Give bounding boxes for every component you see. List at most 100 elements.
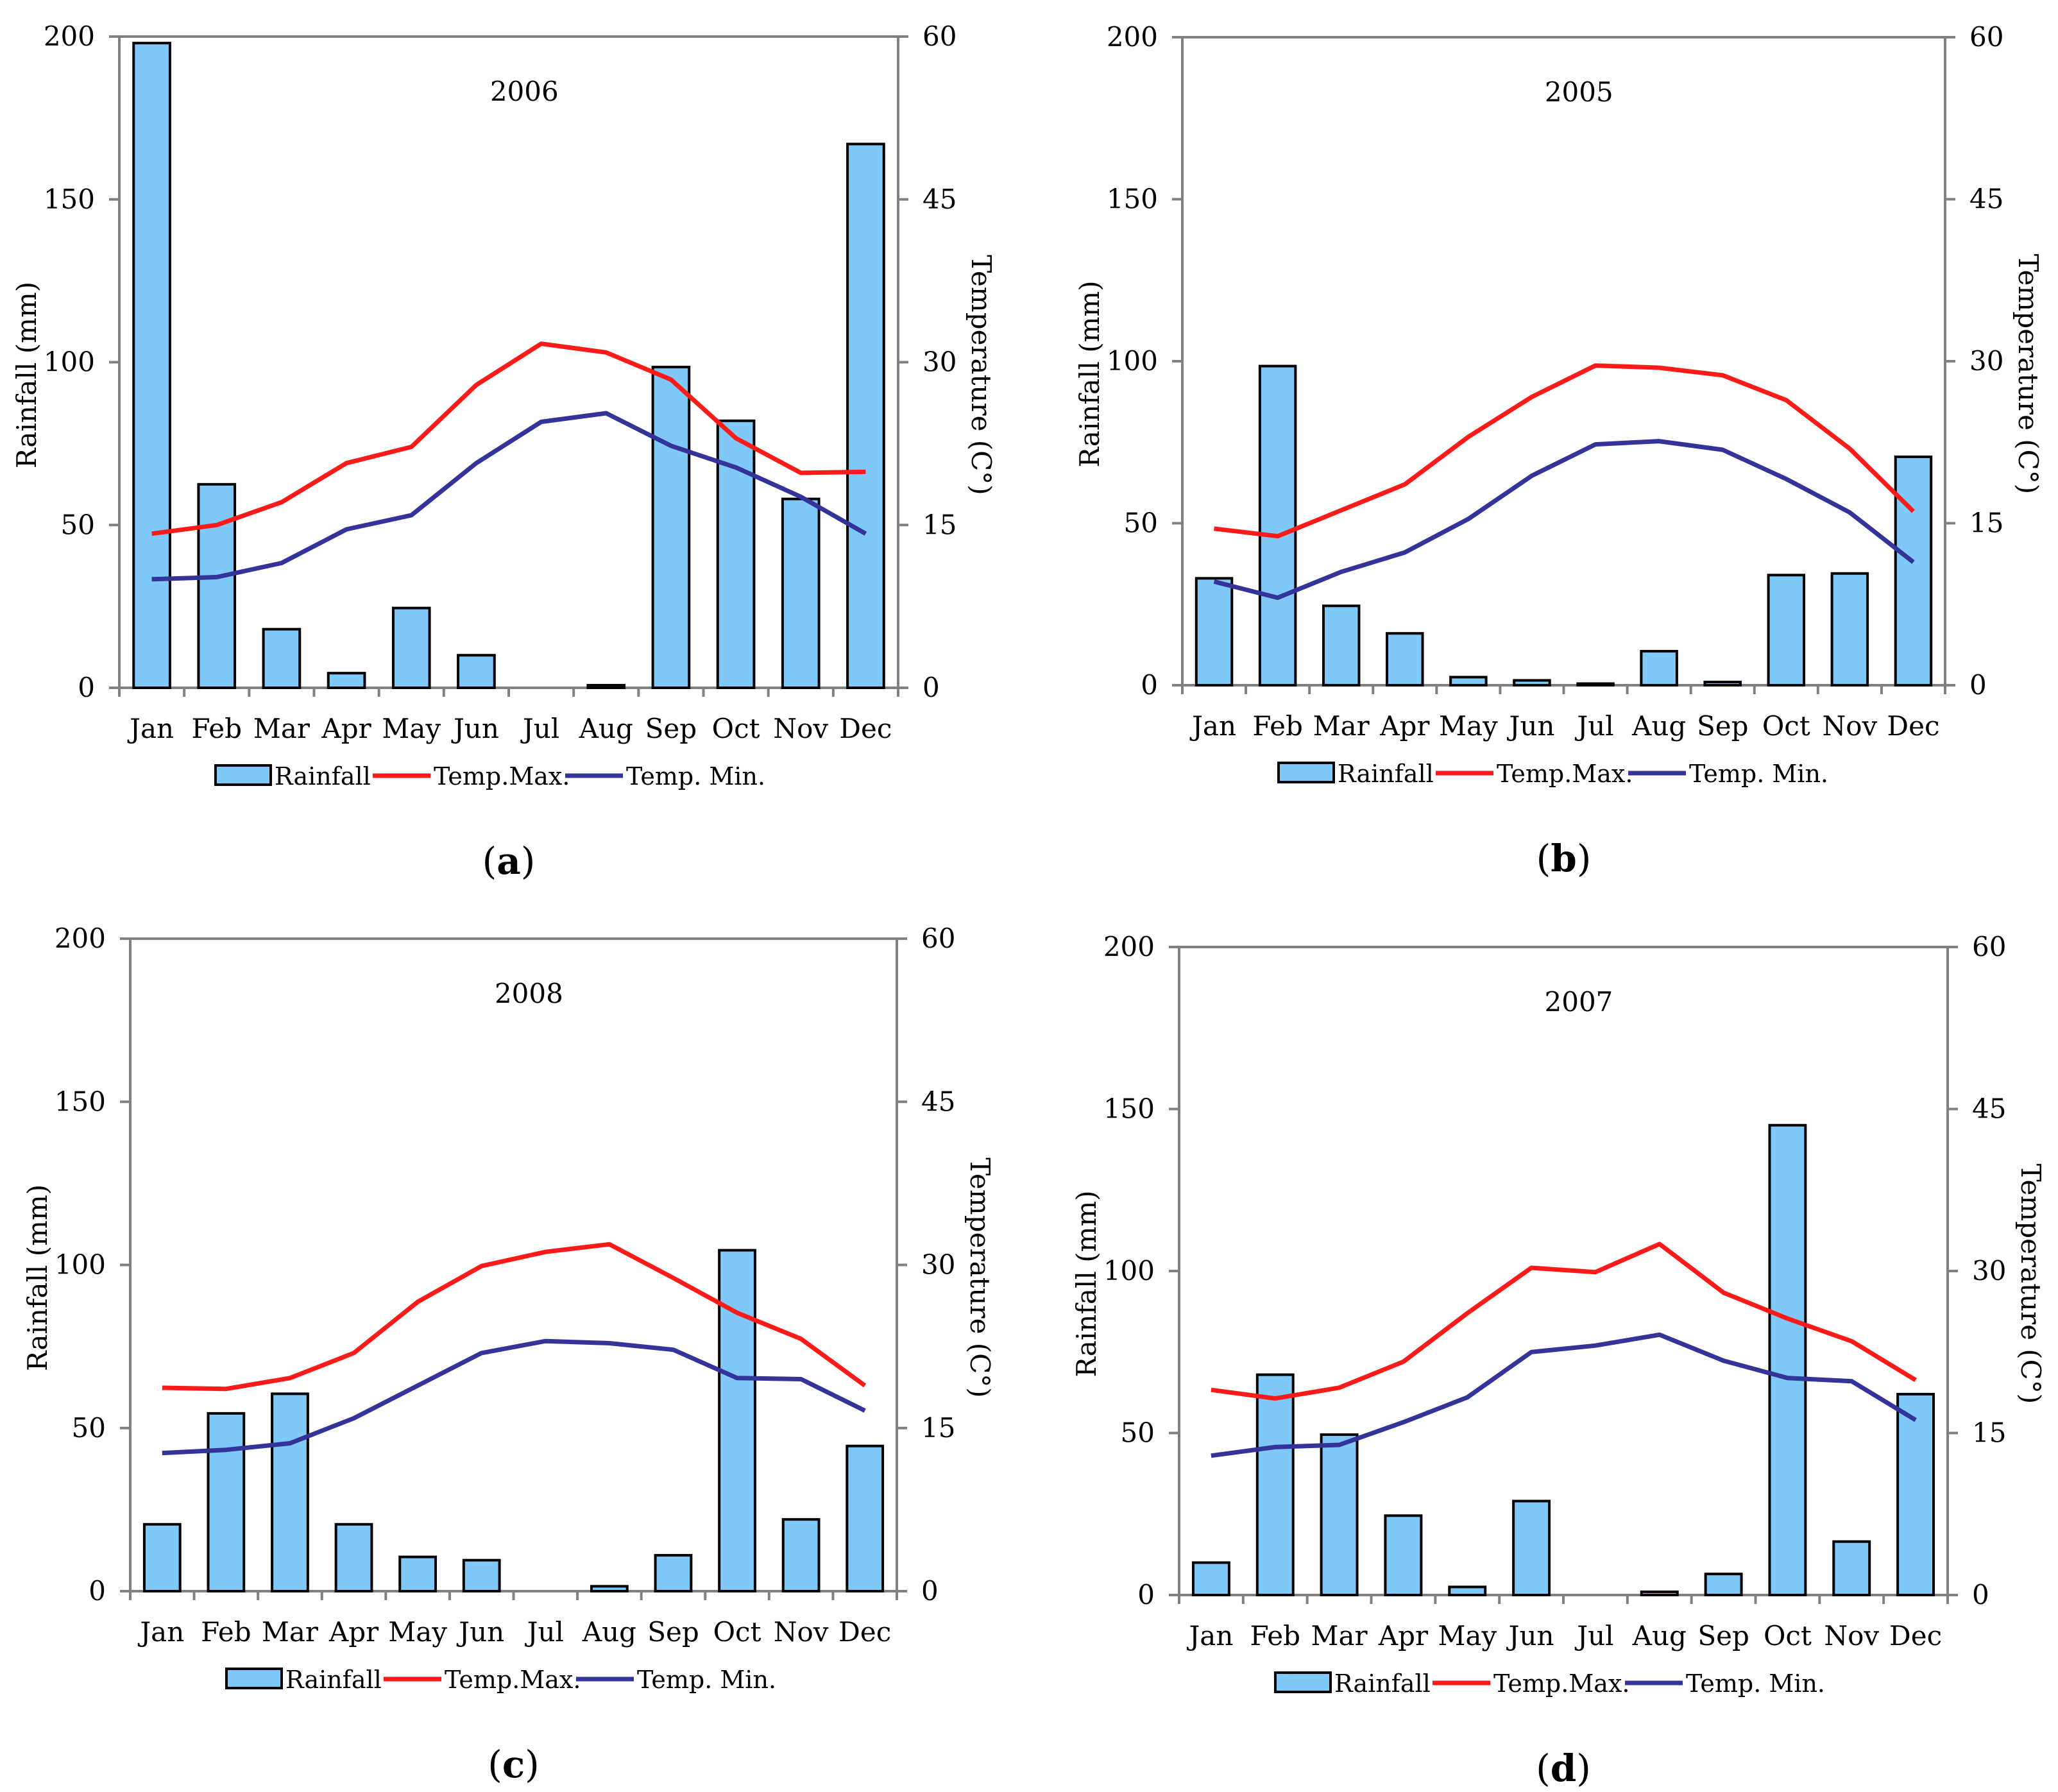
panel-label: (d) [1536, 1746, 1591, 1790]
chart-title: 2007 [1545, 986, 1613, 1018]
temp-min-line [1213, 439, 1915, 601]
y2-axis-title: Temperature (C°) [965, 255, 997, 495]
chart-title: 2008 [495, 978, 563, 1009]
y-tick-label: 100 [1103, 1255, 1155, 1286]
y2-tick-label: 0 [923, 672, 940, 703]
chart-title: 2006 [490, 76, 559, 107]
x-tick-label-dec: Dec [838, 1616, 891, 1648]
x-tick-label-feb: Feb [191, 713, 242, 744]
y2-tick-label: 30 [921, 1249, 955, 1281]
y-tick-label: 0 [89, 1575, 106, 1607]
y-axis-title: Rainfall (mm) [1071, 1190, 1102, 1377]
x-tick-label-may: May [1438, 1620, 1497, 1651]
rainfall-bar-apr [334, 1523, 373, 1593]
x-tick-label-aug: Aug [1632, 1620, 1687, 1651]
chart-panel-b: 0 50 100 150 200 0 15 30 45 60 Jan Feb Mar Apr May Jun J… [1074, 21, 2044, 880]
x-tick-label-jan: Jan [137, 1616, 184, 1648]
x-tick-label-oct: Oct [712, 713, 760, 744]
rainfall-bar-oct [716, 419, 756, 689]
legend-temp-min-label: Temp. Min. [1689, 760, 1828, 788]
rainfall-bar-jun [1513, 679, 1551, 687]
x-tick-label-nov: Nov [1822, 710, 1877, 742]
panel-letter: b [1551, 837, 1577, 880]
temp-min-line [162, 1338, 866, 1456]
y2-tick-label: 15 [1972, 1417, 2006, 1449]
y-tick-label: 200 [44, 21, 95, 52]
rainfall-bar-apr [1386, 632, 1424, 687]
legend-rainfall-swatch [1277, 762, 1335, 783]
rainfall-bar-aug [590, 1585, 629, 1593]
panel-label: (a) [482, 839, 536, 883]
rainfall-bar-jun [462, 1558, 501, 1592]
rainfall-bar-may [391, 606, 431, 689]
y2-tick-label: 15 [1969, 508, 2003, 539]
rainfall-bar-mar [1320, 1433, 1359, 1596]
x-tick-label-dec: Dec [839, 713, 892, 744]
chart-panel-c: 0 50 100 150 200 0 15 30 45 60 Jan Feb Mar Apr May Jun J… [22, 923, 996, 1786]
rainfall-bar-dec [846, 142, 885, 690]
y-tick-label: 100 [44, 346, 95, 378]
y2-axis-title: Temperature (C°) [964, 1157, 996, 1397]
chart-panel-a: 0 50 100 150 200 0 15 30 45 60 Jan Feb Mar Apr May Jun J… [11, 21, 997, 883]
x-tick-label-oct: Oct [1764, 1620, 1812, 1651]
rainfall-bar-sep [1704, 1573, 1743, 1597]
rainfall-bar-nov [1832, 1540, 1871, 1597]
rainfall-bar-aug [586, 683, 626, 689]
x-tick-label-jun: Jun [451, 713, 499, 744]
rainfall-bar-nov [781, 497, 821, 690]
rainfall-bar-feb [1255, 1373, 1295, 1597]
y2-tick-label: 60 [921, 923, 955, 954]
x-tick-label-jul: Jul [1574, 710, 1613, 742]
x-tick-label-mar: Mar [1313, 710, 1370, 742]
x-tick-label-jul: Jul [525, 1616, 564, 1648]
x-tick-label-jan: Jan [1186, 1620, 1233, 1651]
x-tick-label-sep: Sep [647, 1616, 699, 1648]
x-tick-label-feb: Feb [1250, 1620, 1300, 1651]
panel-letter: c [502, 1743, 525, 1786]
rainfall-bar-dec [1896, 1392, 1935, 1596]
y-axis-title: Rainfall (mm) [11, 282, 42, 468]
rainfall-bar-oct [718, 1249, 756, 1593]
y-tick-label: 50 [61, 509, 95, 540]
x-tick-label-feb: Feb [1252, 710, 1303, 742]
y-tick-label: 50 [1124, 508, 1158, 539]
x-tick-label-jun: Jun [456, 1616, 504, 1648]
x-tick-label-apr: Apr [1378, 1620, 1429, 1651]
x-tick-label-jun: Jun [1506, 1620, 1554, 1651]
temp-min-line [151, 411, 867, 582]
legend-temp-max-label: Temp.Max. [445, 1666, 581, 1694]
x-tick-label-jun: Jun [1506, 710, 1554, 742]
y-tick-label: 0 [78, 672, 95, 703]
legend: Rainfall Temp.Max. Temp. Min. [1277, 760, 1828, 788]
x-tick-label-aug: Aug [582, 1616, 636, 1648]
temp-max-line [162, 1242, 867, 1392]
x-tick-label-may: May [382, 713, 441, 744]
y-axis-title: Rainfall (mm) [1074, 280, 1105, 467]
panel-letter: a [497, 839, 521, 883]
legend-temp-max-label: Temp.Max. [1497, 760, 1633, 788]
legend-temp-max-label: Temp.Max. [1493, 1669, 1629, 1698]
rainfall-bar-feb [207, 1412, 246, 1592]
y2-tick-label: 30 [1972, 1255, 2006, 1286]
rainfall-bar-dec [1894, 455, 1933, 687]
temp-max-line [151, 341, 866, 536]
x-tick-label-dec: Dec [1887, 710, 1939, 742]
x-tick-label-sep: Sep [645, 713, 697, 744]
rainfall-bar-mar [262, 627, 302, 690]
y-tick-label: 150 [1107, 183, 1158, 215]
y-tick-label: 50 [72, 1412, 106, 1444]
chart-title: 2005 [1545, 76, 1613, 108]
rainfall-bar-sep [1703, 680, 1742, 687]
x-tick-label-mar: Mar [253, 713, 310, 744]
y2-tick-label: 15 [921, 1412, 955, 1444]
x-tick-label-apr: Apr [321, 713, 371, 744]
x-tick-label-mar: Mar [1311, 1620, 1368, 1651]
rainfall-bar-nov [781, 1518, 821, 1592]
rainfall-bar-may [1448, 1585, 1487, 1596]
y-tick-label: 150 [1103, 1093, 1155, 1125]
rainfall-bar-jan [1191, 1561, 1230, 1596]
x-tick-label-oct: Oct [1762, 710, 1810, 742]
rainfall-bar-jun [457, 654, 496, 689]
x-tick-label-mar: Mar [262, 1616, 319, 1648]
rainfall-bar-nov [1830, 572, 1869, 687]
